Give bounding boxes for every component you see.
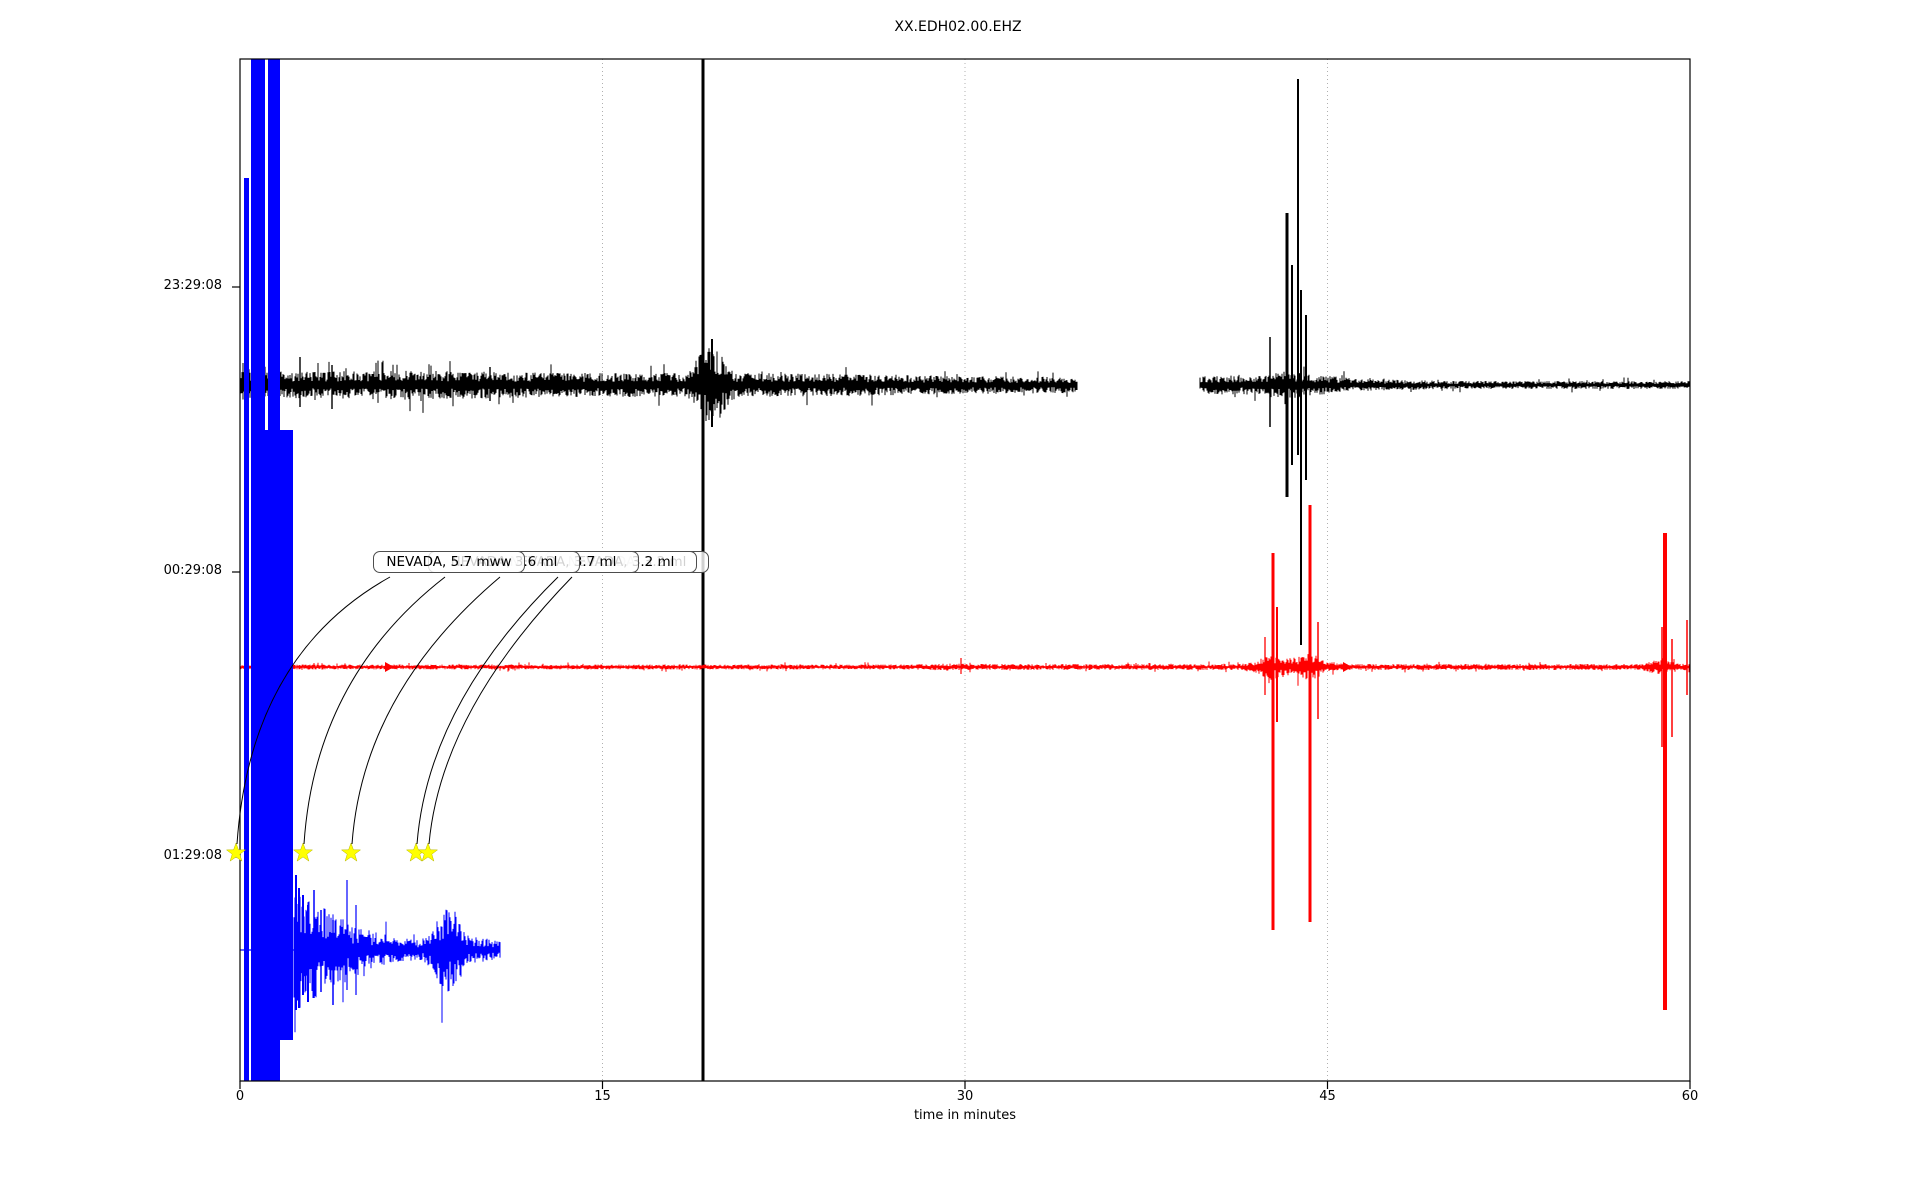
x-tick-label: 15 (594, 1089, 611, 1104)
x-tick-label: 30 (956, 1089, 974, 1104)
x-tick-label: 0 (235, 1089, 245, 1104)
trace-segment (239, 348, 1078, 421)
x-tick-label: 60 (1681, 1089, 1699, 1104)
annotation-connector (351, 576, 501, 845)
y-tick-label: 01:29:08 (163, 848, 222, 863)
trace-gap-marker-icon (385, 662, 394, 672)
figure-title: XX.EDH02.00.EHZ (894, 19, 1022, 35)
event-star-icon (417, 842, 439, 862)
annotation-connector (236, 576, 391, 845)
clipped-event-band (251, 59, 265, 1081)
annotation-connector (416, 576, 559, 845)
trace-segment (1199, 366, 1691, 405)
y-tick-label: 23:29:08 (163, 278, 222, 293)
annotation-connector (303, 576, 446, 845)
event-star-icon (292, 842, 314, 862)
event-star-icon (225, 842, 247, 862)
trace-gap-marker-icon (1343, 662, 1352, 672)
clipped-event-band (244, 178, 249, 1081)
x-axis-label: time in minutes (913, 1108, 1017, 1123)
clipped-event-band (280, 430, 293, 1040)
clipped-event-band (265, 430, 268, 1081)
trace-segment (239, 644, 1691, 686)
annotation-connector (428, 576, 573, 845)
y-tick-label: 00:29:08 (163, 563, 222, 578)
clipped-event-band (268, 59, 280, 1081)
event-annotation-label: NEVADA, 5.7 mww (373, 551, 525, 573)
x-tick-label: 45 (1319, 1089, 1336, 1104)
trace-segment (293, 889, 501, 1033)
event-star-icon (340, 842, 362, 862)
